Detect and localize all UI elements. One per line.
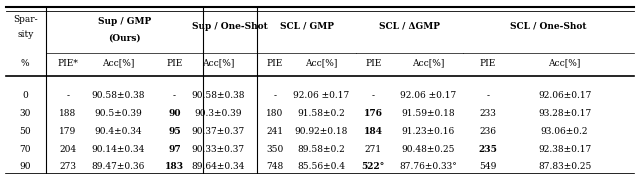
Text: 92.06±0.17: 92.06±0.17 (538, 91, 591, 100)
Text: Acc[%]: Acc[%] (202, 59, 235, 68)
Text: 91.58±0.2: 91.58±0.2 (298, 109, 345, 118)
Text: 91.59±0.18: 91.59±0.18 (401, 109, 454, 118)
Text: 90.92±0.18: 90.92±0.18 (294, 127, 348, 136)
Text: PIE: PIE (365, 59, 381, 68)
Text: 92.06 ±0.17: 92.06 ±0.17 (400, 91, 456, 100)
Text: 204: 204 (60, 145, 76, 154)
Text: 70: 70 (19, 145, 31, 154)
Text: 89.58±0.2: 89.58±0.2 (298, 145, 345, 154)
Text: 233: 233 (479, 109, 497, 118)
Text: SCL / ΔGMP: SCL / ΔGMP (379, 22, 440, 31)
Text: 522°: 522° (362, 162, 385, 171)
Text: 273: 273 (60, 162, 76, 171)
Text: 350: 350 (266, 145, 284, 154)
Text: Acc[%]: Acc[%] (305, 59, 337, 68)
Text: 90: 90 (19, 162, 31, 171)
Text: 90.14±0.34: 90.14±0.34 (92, 145, 145, 154)
Text: 90.3±0.39: 90.3±0.39 (195, 109, 242, 118)
Text: 271: 271 (365, 145, 382, 154)
Text: PIE*: PIE* (58, 59, 78, 68)
Text: sity: sity (17, 30, 33, 39)
Text: 235: 235 (479, 145, 497, 154)
Text: 176: 176 (364, 109, 383, 118)
Text: 90.58±0.38: 90.58±0.38 (191, 91, 245, 100)
Text: 93.28±0.17: 93.28±0.17 (538, 109, 591, 118)
Text: 90.33±0.37: 90.33±0.37 (192, 145, 245, 154)
Text: -: - (273, 91, 276, 100)
Text: 184: 184 (364, 127, 383, 136)
Text: -: - (173, 91, 176, 100)
Text: 92.06 ±0.17: 92.06 ±0.17 (293, 91, 349, 100)
Text: PIE: PIE (166, 59, 182, 68)
Text: -: - (486, 91, 490, 100)
Text: 90.48±0.25: 90.48±0.25 (401, 145, 454, 154)
Text: 93.06±0.2: 93.06±0.2 (541, 127, 588, 136)
Text: %: % (21, 59, 29, 68)
Text: 748: 748 (266, 162, 284, 171)
Text: 0: 0 (22, 91, 28, 100)
Text: 90.5±0.39: 90.5±0.39 (94, 109, 142, 118)
Text: -: - (372, 91, 375, 100)
Text: 85.56±0.4: 85.56±0.4 (297, 162, 345, 171)
Text: 90.58±0.38: 90.58±0.38 (92, 91, 145, 100)
Text: Acc[%]: Acc[%] (412, 59, 444, 68)
Text: 50: 50 (19, 127, 31, 136)
Text: 91.23±0.16: 91.23±0.16 (401, 127, 454, 136)
Text: 97: 97 (168, 145, 181, 154)
Text: 87.83±0.25: 87.83±0.25 (538, 162, 591, 171)
Text: 180: 180 (266, 109, 284, 118)
Text: 92.38±0.17: 92.38±0.17 (538, 145, 591, 154)
Text: 179: 179 (60, 127, 77, 136)
Text: SCL / GMP: SCL / GMP (280, 22, 334, 31)
Text: Spar-: Spar- (13, 15, 38, 24)
Text: Acc[%]: Acc[%] (102, 59, 134, 68)
Text: Sup / GMP: Sup / GMP (98, 17, 151, 26)
Text: Sup / One-Shot: Sup / One-Shot (192, 22, 268, 31)
Text: 90: 90 (168, 109, 180, 118)
Text: 183: 183 (165, 162, 184, 171)
Text: 241: 241 (266, 127, 284, 136)
Text: 89.64±0.34: 89.64±0.34 (192, 162, 245, 171)
Text: 549: 549 (479, 162, 497, 171)
Text: 95: 95 (168, 127, 181, 136)
Text: -: - (67, 91, 69, 100)
Text: 90.37±0.37: 90.37±0.37 (192, 127, 245, 136)
Text: 90.4±0.34: 90.4±0.34 (94, 127, 142, 136)
Text: PIE: PIE (267, 59, 283, 68)
Text: (Ours): (Ours) (108, 34, 141, 43)
Text: 30: 30 (20, 109, 31, 118)
Text: 89.47±0.36: 89.47±0.36 (92, 162, 145, 171)
Text: 188: 188 (60, 109, 77, 118)
Text: PIE: PIE (480, 59, 496, 68)
Text: SCL / One-Shot: SCL / One-Shot (510, 22, 586, 31)
Text: 87.76±0.33°: 87.76±0.33° (399, 162, 457, 171)
Text: 236: 236 (479, 127, 497, 136)
Text: Acc[%]: Acc[%] (548, 59, 580, 68)
